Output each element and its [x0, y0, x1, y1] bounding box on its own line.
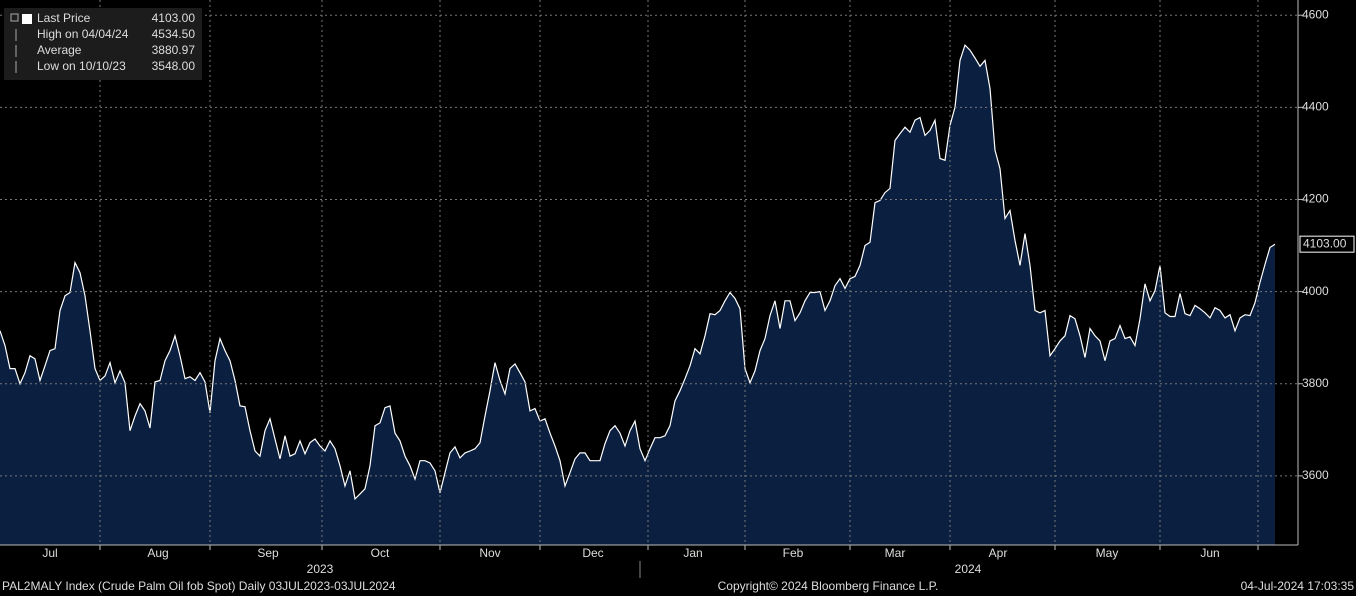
- footer-center: Copyright© 2024 Bloomberg Finance L.P.: [718, 579, 939, 593]
- legend-box: [4, 8, 202, 80]
- year-label: 2023: [307, 562, 334, 576]
- x-tick-label: Jul: [42, 546, 57, 560]
- y-tick-label: 4200: [1302, 192, 1329, 206]
- legend-swatch: [22, 14, 32, 24]
- footer-left: PAL2MALY Index (Crude Palm Oil fob Spot)…: [2, 579, 396, 593]
- legend-value: 4103.00: [152, 11, 196, 25]
- legend-toggle: [10, 13, 19, 22]
- y-tick-label: 3600: [1302, 468, 1329, 482]
- legend-label: High on 04/04/24: [37, 27, 129, 41]
- last-price-label: 4103.00: [1303, 236, 1347, 250]
- last-price-box: [1299, 235, 1355, 253]
- x-tick-label: Jun: [1200, 546, 1219, 560]
- last-price-tag: 4103.00: [1299, 235, 1355, 253]
- price-line: [0, 43, 1276, 501]
- x-tick-label: Sep: [257, 546, 279, 560]
- y-tick-label: 4000: [1302, 284, 1329, 298]
- x-tick-label: May: [1096, 546, 1119, 560]
- area: [0, 45, 1275, 545]
- x-tick-label: Jan: [683, 546, 702, 560]
- legend-label: Average: [37, 43, 82, 57]
- x-tick-label: Mar: [885, 546, 906, 560]
- x-tick-label: Oct: [371, 546, 390, 560]
- legend-value: 3548.00: [152, 59, 196, 73]
- x-tick-label: Nov: [479, 546, 500, 560]
- legend-value: 4534.50: [152, 27, 196, 41]
- x-tick-label: Apr: [989, 546, 1008, 560]
- x-tick-label: Aug: [147, 546, 168, 560]
- y-tick-label: 4600: [1302, 7, 1329, 21]
- y-tick-label: 3800: [1302, 376, 1329, 390]
- year-label: 2024: [955, 562, 982, 576]
- legend-label: Low on 10/10/23: [37, 59, 126, 73]
- y-tick-label: 4400: [1302, 100, 1329, 114]
- legend-value: 3880.97: [152, 43, 196, 57]
- x-tick-label: Feb: [783, 546, 804, 560]
- x-tick-label: Dec: [582, 546, 603, 560]
- legend-label: Last Price: [37, 11, 91, 25]
- footer-right: 04-Jul-2024 17:03:35: [1241, 579, 1355, 593]
